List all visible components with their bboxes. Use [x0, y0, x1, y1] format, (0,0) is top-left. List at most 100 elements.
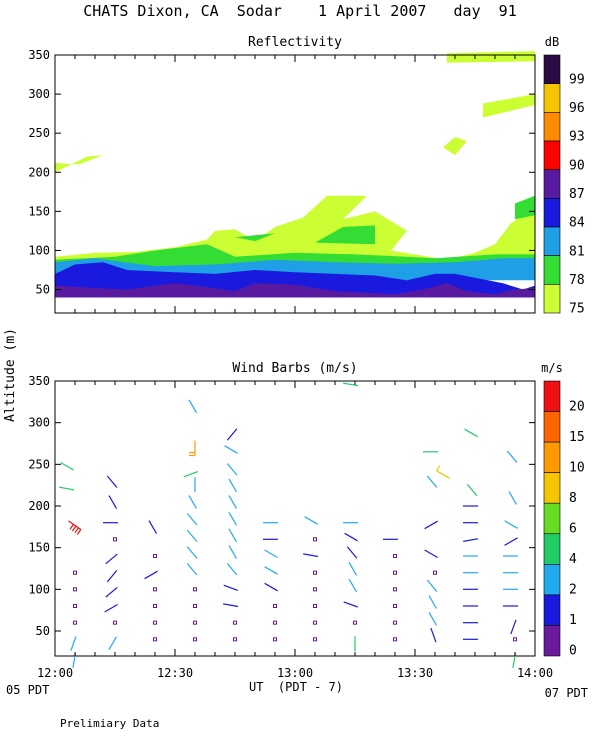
- refl-colorbar-swatch-90: [543, 140, 561, 170]
- wind-ytick-label-350: 350: [28, 374, 50, 388]
- x-tick-label-12:30: 12:30: [157, 666, 193, 680]
- x-tick-label-14:00: 14:00: [517, 666, 553, 680]
- wind-colorbar-label-2: 2: [569, 583, 577, 598]
- wind-barb-26: [188, 399, 198, 414]
- wind-colorbar-label-8: 8: [569, 491, 577, 506]
- wind-calm-marker: [313, 637, 317, 642]
- footnote: Prelimiary Data: [60, 717, 159, 730]
- wind-calm-marker: [193, 637, 197, 642]
- wind-calm-marker: [393, 604, 397, 608]
- refl-ytick-label-200: 200: [28, 165, 50, 179]
- wind-barb-30: [188, 495, 198, 509]
- x-axis-label: UT (PDT - 7): [249, 680, 343, 694]
- wind-barb-87: [424, 549, 438, 559]
- wind-calm-marker: [513, 637, 517, 642]
- wind-barb-10: [108, 495, 118, 509]
- wind-barb-28: [183, 471, 199, 478]
- wind-calm-marker: [353, 620, 357, 625]
- wind-barb-flag-2-1: [74, 527, 79, 534]
- wind-barb-42: [228, 478, 238, 493]
- wind-barbs-axis: 50 100 150 200 250 300 350 12:00 12:30 13:00 13:30…: [28, 374, 553, 680]
- wind-barb-72: [348, 562, 358, 576]
- wind-barb-106: [508, 491, 518, 505]
- wind-barb-19: [148, 520, 158, 534]
- wind-colorbar-swatch-2: [543, 564, 561, 596]
- reflectivity-region-78-6: [235, 233, 275, 242]
- wind-barb-48: [223, 584, 239, 591]
- wind-barb-40: [224, 445, 238, 454]
- wind-barb-14: [106, 570, 118, 583]
- wind-calm-marker: [313, 537, 317, 542]
- wind-barb-90: [428, 595, 438, 609]
- wind-barb-71: [346, 546, 358, 559]
- wind-barb-13: [105, 553, 118, 565]
- wind-calm-marker: [193, 620, 197, 625]
- wind-ytick-label-250: 250: [28, 457, 50, 471]
- reflectivity-region-75-4: [443, 137, 467, 156]
- wind-barb-21: [144, 570, 158, 580]
- wind-calm-marker: [193, 587, 197, 592]
- wind-colorbar-swatch-4: [543, 533, 561, 565]
- x-tick-label-13:00: 13:00: [277, 666, 313, 680]
- refl-colorbar-label-99: 99: [569, 72, 585, 87]
- refl-colorbar-label-81: 81: [569, 244, 585, 259]
- reflectivity-region-75-3: [483, 94, 535, 118]
- reflectivity-axis: 50 100 150 200 250 300 350: [28, 48, 536, 313]
- refl-colorbar-swatch-87: [543, 169, 561, 199]
- wind-colorbar-label-15: 15: [569, 430, 585, 445]
- refl-colorbar-swatch-99: [543, 54, 561, 84]
- wind-calm-marker: [73, 587, 77, 592]
- wind-colorbar-label-4: 4: [569, 552, 577, 567]
- reflectivity-region-75-1: [55, 155, 103, 173]
- wind-calm-marker: [313, 620, 317, 625]
- reflectivity-region-87-11: [55, 283, 535, 298]
- wind-barb-62: [303, 553, 319, 558]
- wind-ytick-label-50: 50: [36, 624, 50, 638]
- refl-colorbar-swatch-84: [543, 198, 561, 228]
- refl-colorbar-swatch-96: [543, 83, 561, 113]
- reflectivity-region-75-0: [55, 195, 535, 263]
- refl-colorbar-label-78: 78: [569, 273, 585, 288]
- wind-calm-marker: [313, 587, 317, 592]
- wind-barb-0: [60, 461, 74, 471]
- wind-colorbar-label-20: 20: [569, 399, 585, 414]
- reflectivity-fill: [55, 51, 535, 298]
- wind-barb-56: [264, 582, 278, 592]
- wind-barb-flag-2-0: [76, 529, 82, 535]
- wind-barb-flag-93-0: [436, 465, 441, 472]
- wind-barb-55: [264, 566, 278, 575]
- wind-ytick-label-150: 150: [28, 541, 50, 555]
- wind-calm-marker: [153, 620, 157, 625]
- refl-colorbar-swatch-75: [543, 284, 561, 314]
- wind-barb-98: [463, 538, 479, 542]
- wind-barb-107: [504, 520, 518, 529]
- wind-barb-105: [506, 450, 518, 463]
- wind-barb-39: [226, 428, 238, 441]
- wind-barb-flag-2-3: [69, 524, 74, 530]
- wind-barbs-panel: Wind Barbs (m/s) 5010015020025030035012:…: [28, 361, 584, 680]
- wind-calm-marker: [233, 637, 237, 642]
- wind-barb-41: [226, 463, 238, 476]
- wind-barb-44: [228, 512, 238, 526]
- wind-barb-54: [264, 549, 278, 559]
- wind-calm-marker: [153, 604, 157, 608]
- wind-colorbar-label-0: 0: [569, 644, 577, 659]
- wind-colorbar-label-6: 6: [569, 522, 577, 537]
- figure-title: CHATS Dixon, CA Sodar 1 April 2007 day 9…: [83, 2, 516, 20]
- wind-calm-marker: [393, 587, 397, 592]
- wind-calm-marker: [193, 604, 197, 608]
- wind-calm-marker: [273, 620, 277, 625]
- wind-barbs-frame: [54, 380, 536, 657]
- wind-barb-1: [59, 486, 75, 491]
- refl-colorbar-label-93: 93: [569, 130, 585, 145]
- wind-barb-18: [108, 636, 118, 650]
- local-end-label: 07 PDT: [545, 686, 588, 700]
- wind-calm-marker: [313, 570, 317, 575]
- refl-ytick-label-350: 350: [28, 48, 50, 62]
- wind-barb-95: [466, 483, 478, 497]
- wind-barb-45: [228, 528, 238, 543]
- wind-calm-marker: [73, 620, 77, 625]
